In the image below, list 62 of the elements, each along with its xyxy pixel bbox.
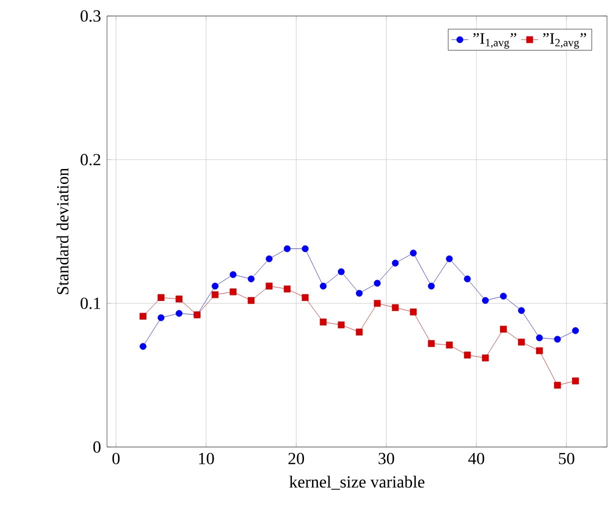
point [140, 312, 146, 320]
point [266, 255, 273, 262]
point [320, 318, 327, 326]
y-tick-label: 0.3 [80, 10, 100, 22]
point [302, 245, 309, 252]
point [266, 282, 273, 290]
x-tick-label: 10 [199, 452, 214, 464]
point [248, 276, 255, 282]
x-tick-label: 50 [558, 452, 574, 464]
point [356, 290, 363, 297]
point [248, 297, 255, 304]
y-tick-label: 0.1 [80, 298, 100, 310]
point [302, 294, 309, 301]
point [230, 288, 237, 296]
point [410, 308, 417, 316]
point [158, 314, 164, 322]
y-axis-title: Standard deviation [56, 168, 69, 294]
x-tick-label: 30 [378, 452, 394, 464]
point [428, 282, 435, 290]
point [518, 307, 525, 314]
point [284, 286, 291, 292]
point [464, 276, 471, 282]
point [140, 343, 146, 350]
point [338, 321, 345, 328]
point [320, 282, 327, 290]
point [446, 255, 453, 262]
point [356, 328, 363, 336]
point [410, 250, 417, 256]
point [482, 297, 489, 304]
point [374, 300, 381, 307]
point [284, 245, 291, 252]
point [572, 327, 579, 334]
point [374, 280, 381, 287]
y-tick-label: 0 [93, 441, 101, 453]
y-tick-label: 0.2 [80, 154, 100, 166]
point [446, 342, 453, 348]
point [212, 282, 219, 290]
point [482, 354, 489, 362]
point [464, 352, 471, 358]
legend-label: ”I$_{2,avg}$” [543, 33, 586, 49]
legend-label: ”I$_{1,avg}$” [473, 33, 516, 49]
x-tick-label: 40 [468, 452, 484, 464]
x-axis-title: kernel_size variable [289, 476, 424, 490]
x-tick-label: 0 [112, 452, 120, 464]
point [518, 338, 525, 346]
point [392, 304, 399, 312]
x-tick-label: 20 [288, 452, 304, 464]
point [554, 336, 561, 343]
point [338, 268, 345, 276]
point [554, 382, 561, 389]
point [176, 310, 182, 317]
point [392, 260, 399, 267]
point [536, 334, 543, 342]
point [212, 291, 219, 298]
point [500, 292, 507, 300]
point [230, 271, 237, 278]
point [536, 347, 543, 354]
point [158, 294, 164, 301]
point [428, 340, 435, 347]
point [176, 296, 182, 302]
point [572, 378, 579, 384]
point [500, 326, 507, 333]
